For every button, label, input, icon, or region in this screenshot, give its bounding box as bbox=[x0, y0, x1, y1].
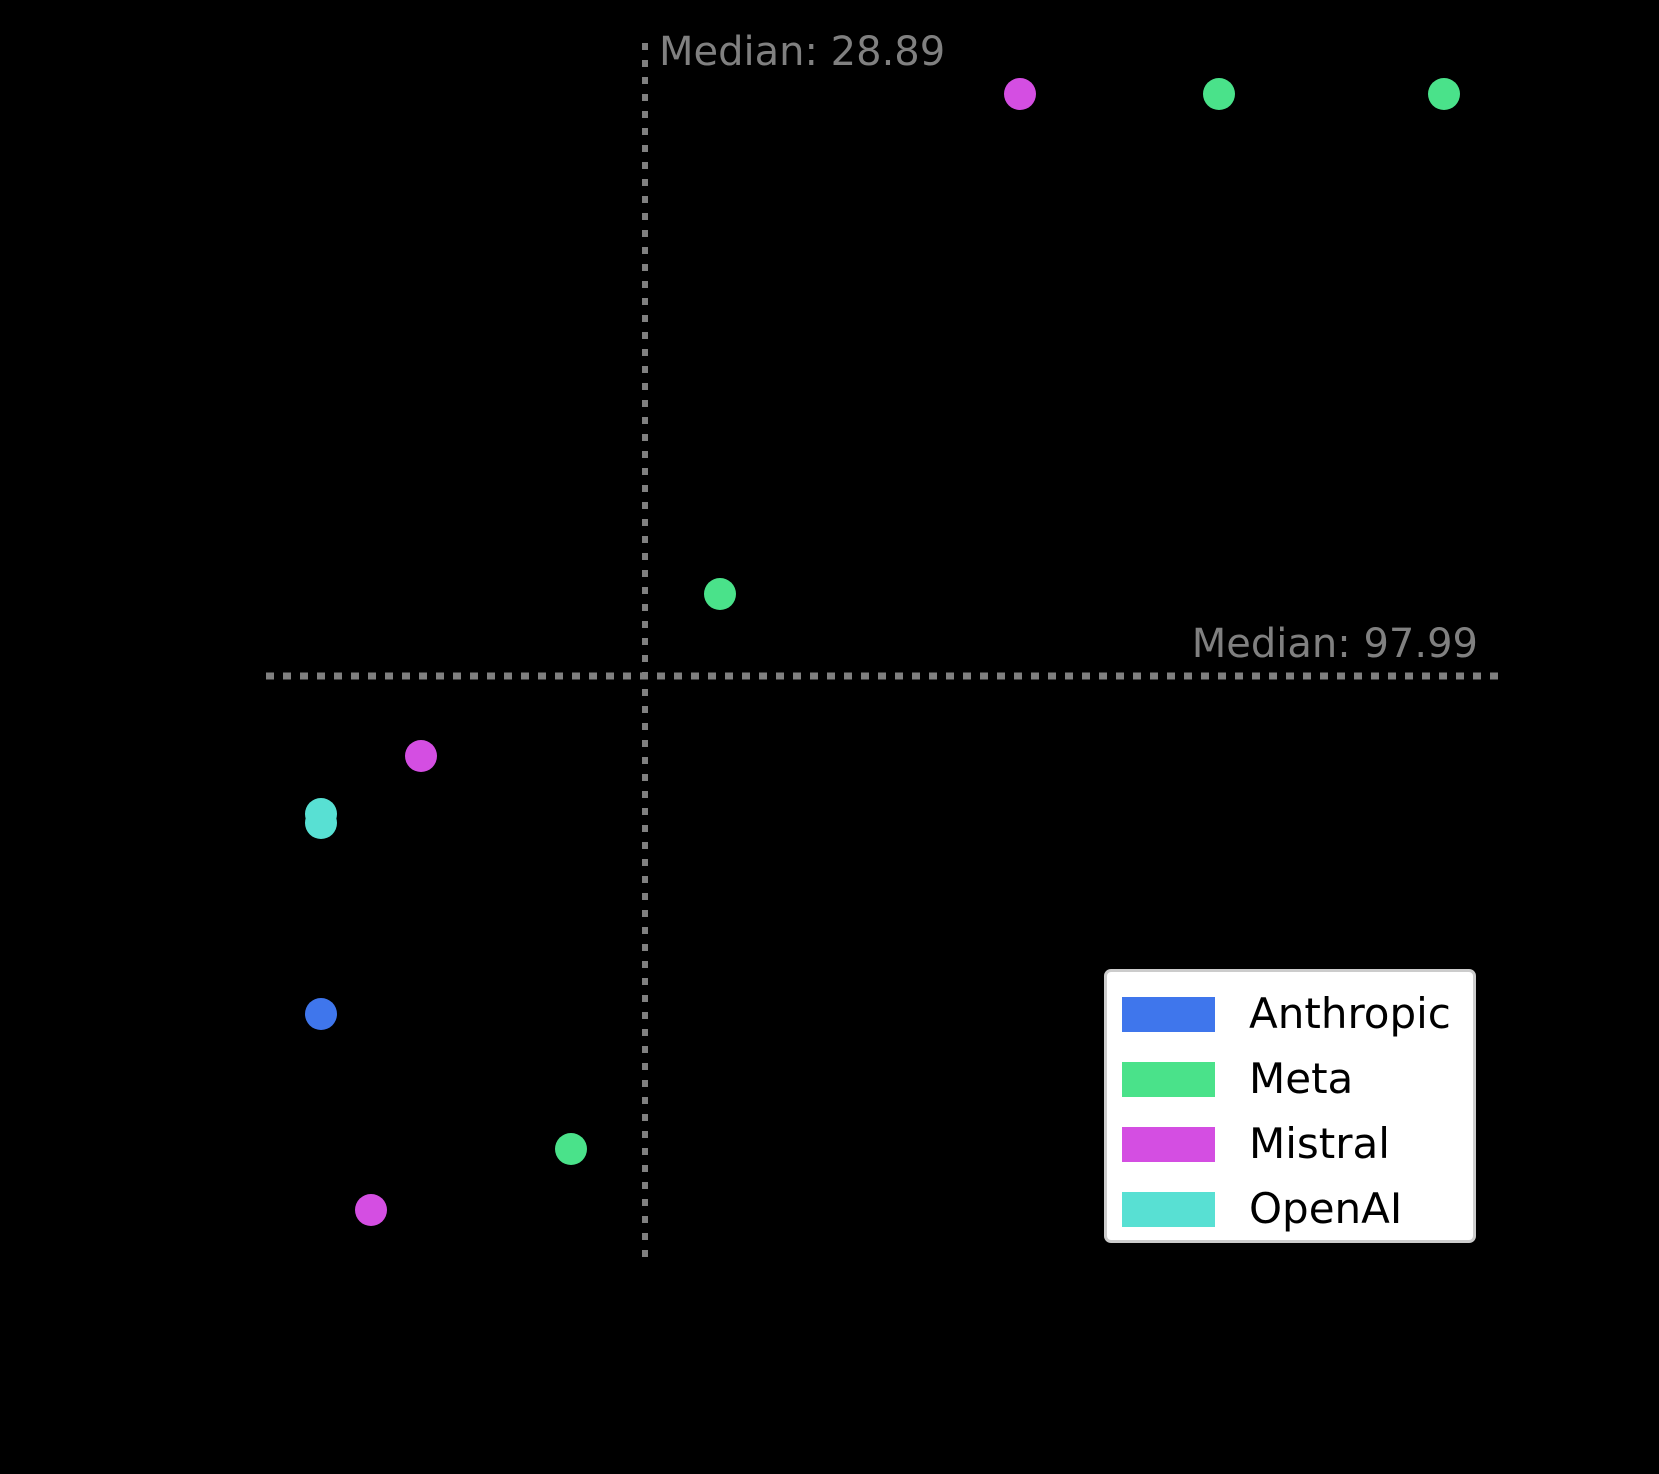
data-point-meta bbox=[1428, 78, 1460, 110]
legend-swatch-meta bbox=[1122, 1061, 1215, 1097]
x-median-label: Median: 28.89 bbox=[659, 29, 945, 75]
legend-swatch-openai bbox=[1122, 1191, 1215, 1227]
data-points bbox=[305, 78, 1460, 1226]
data-point-mistral bbox=[355, 1194, 387, 1226]
legend-label: Anthropic bbox=[1249, 989, 1451, 1038]
legend-item-mistral: Mistral bbox=[1122, 1119, 1390, 1168]
legend-item-meta: Meta bbox=[1122, 1054, 1354, 1103]
legend-label: Mistral bbox=[1249, 1119, 1390, 1168]
legend-label: OpenAI bbox=[1249, 1184, 1403, 1233]
data-point-mistral bbox=[405, 740, 437, 772]
legend-label: Meta bbox=[1249, 1054, 1354, 1103]
data-point-mistral bbox=[1004, 78, 1036, 110]
legend-swatch-mistral bbox=[1122, 1126, 1215, 1162]
legend-swatch-anthropic bbox=[1122, 996, 1215, 1032]
data-point-meta bbox=[555, 1133, 587, 1165]
legend-item-anthropic: Anthropic bbox=[1122, 989, 1451, 1038]
data-point-meta bbox=[704, 578, 736, 610]
legend: Anthropic Meta Mistral OpenAI bbox=[1104, 969, 1476, 1243]
data-point-meta bbox=[1203, 78, 1235, 110]
data-point-openai bbox=[305, 807, 337, 839]
legend-item-openai: OpenAI bbox=[1122, 1184, 1403, 1233]
y-median-label: Median: 97.99 bbox=[1192, 621, 1478, 667]
data-point-anthropic bbox=[305, 998, 337, 1030]
